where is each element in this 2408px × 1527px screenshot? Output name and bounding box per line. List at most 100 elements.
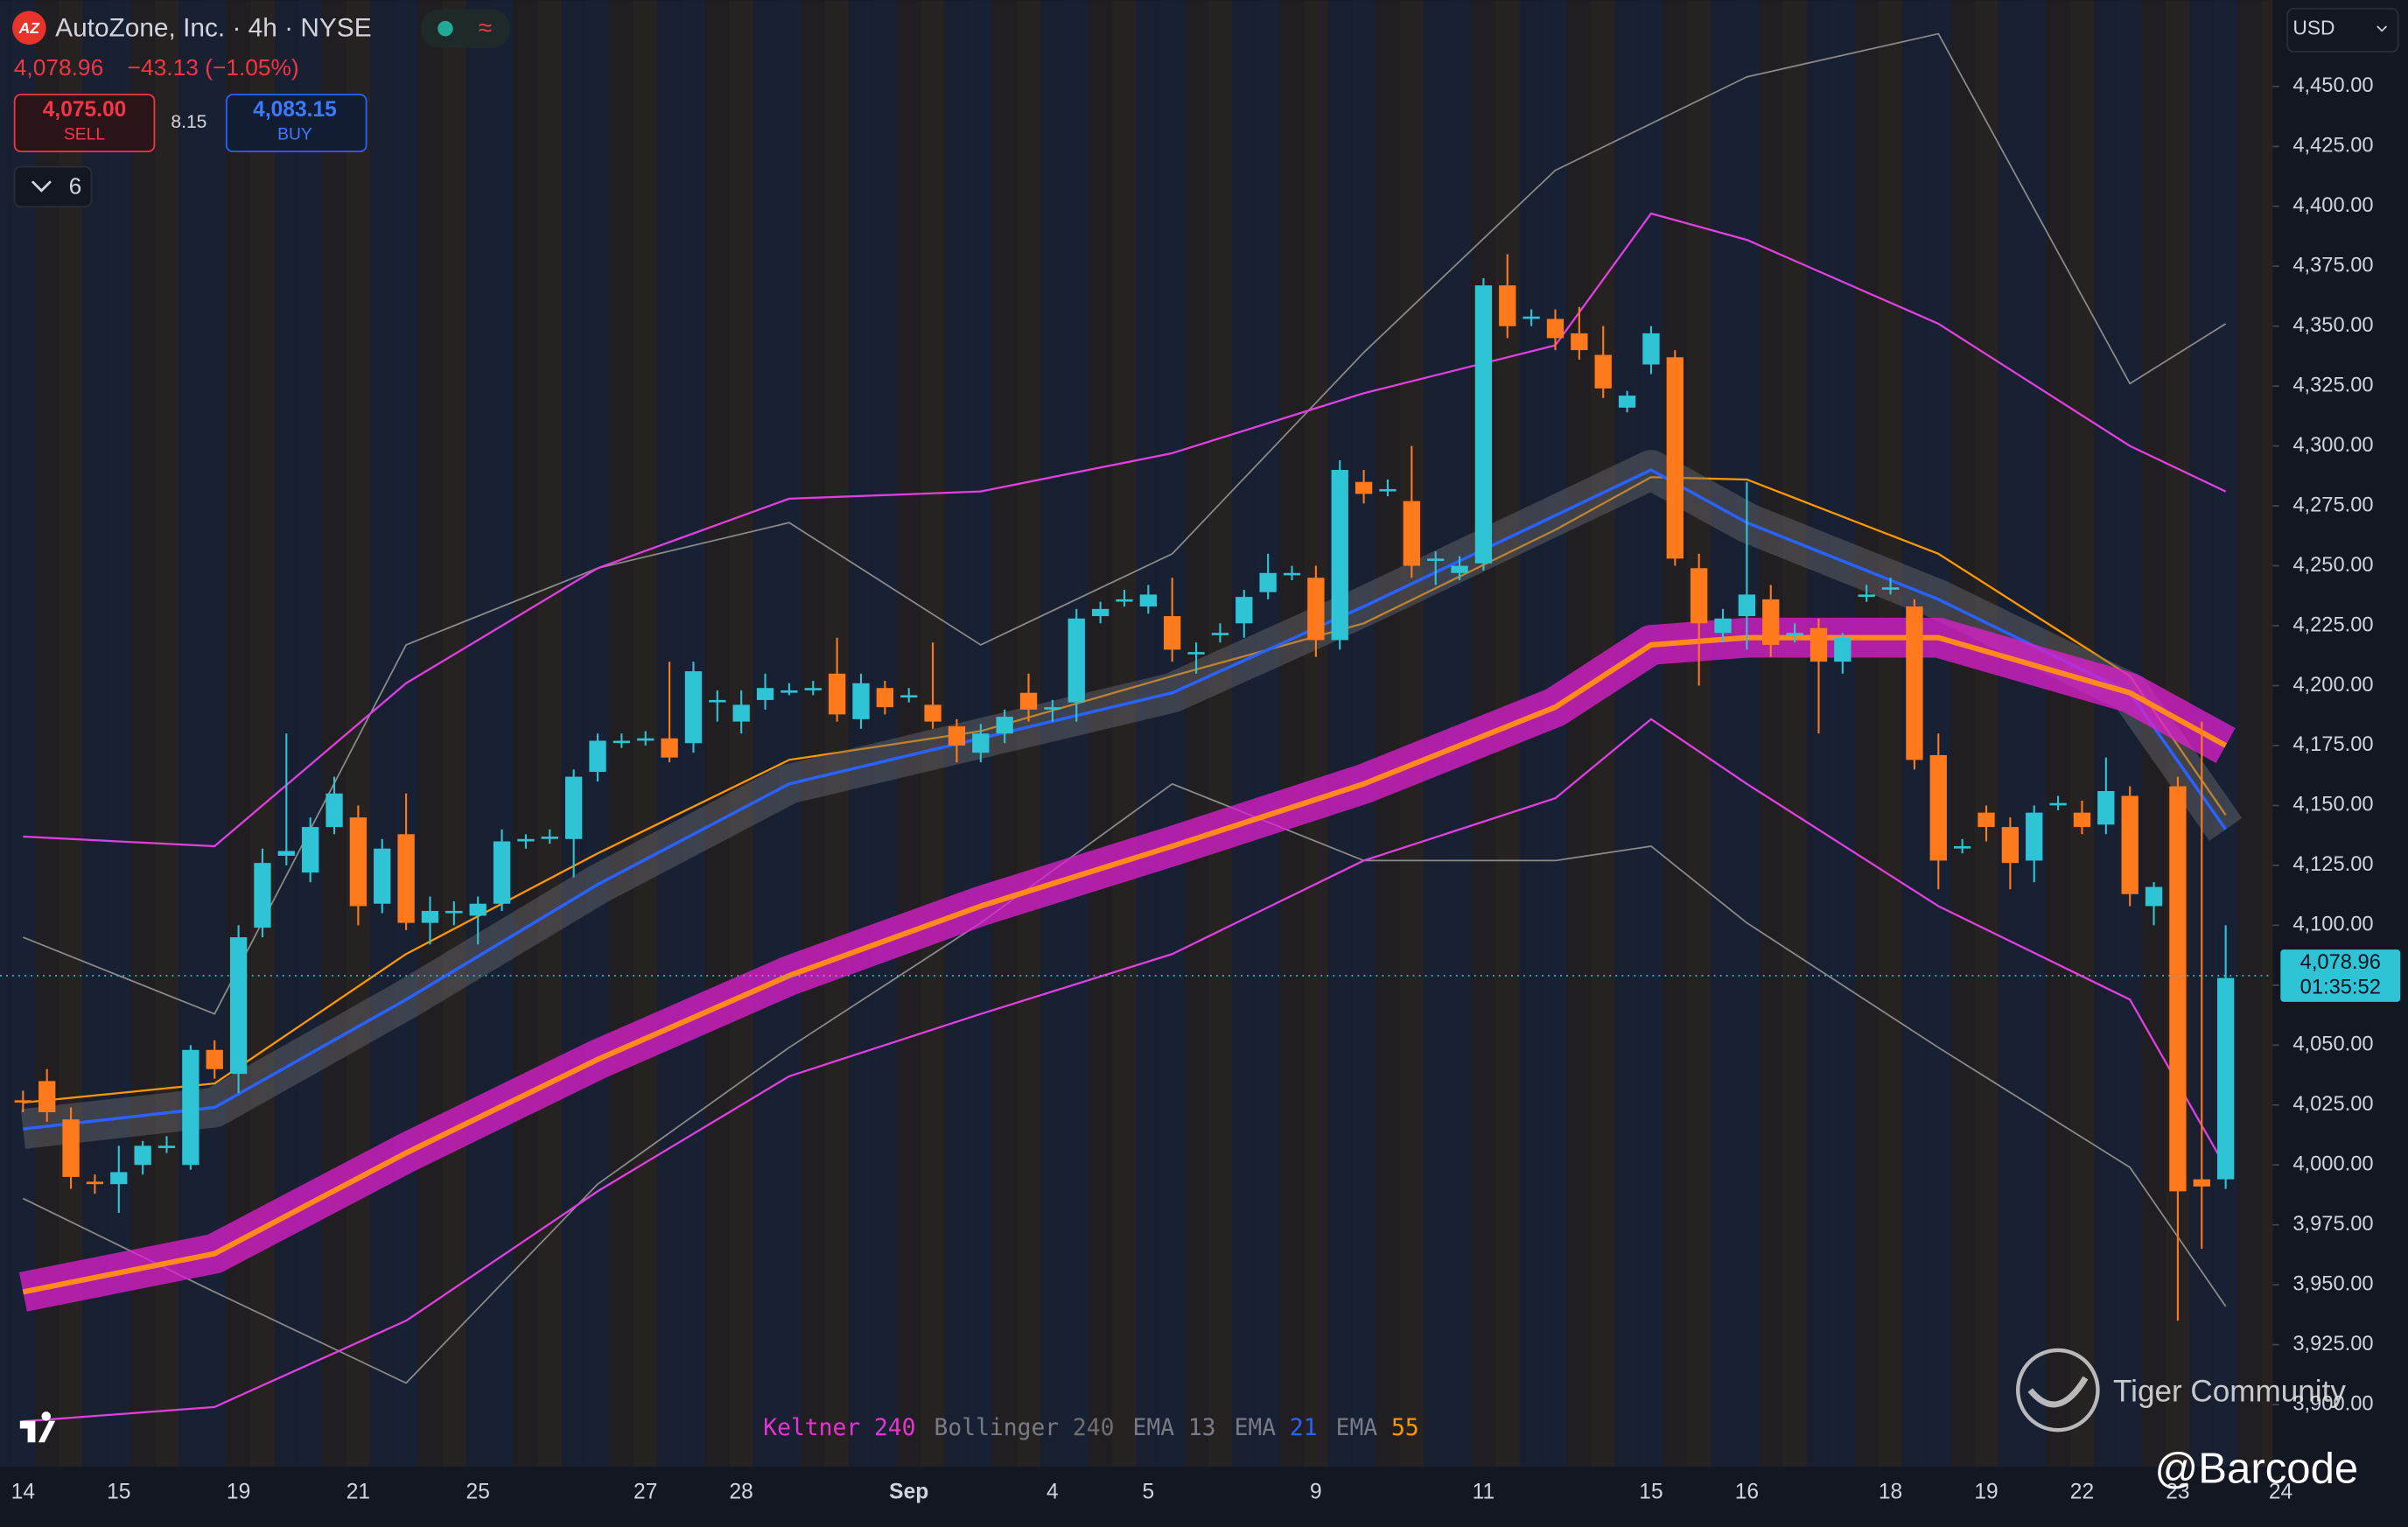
chevron: [31, 180, 52, 193]
legend-name: Bollinger: [934, 1415, 1060, 1441]
candle-body: [1068, 618, 1085, 703]
candle-body: [852, 683, 870, 719]
stripe: [1160, 0, 1185, 1467]
y-tick-label: 4,275.00: [2292, 494, 2373, 516]
stripe: [1759, 0, 1783, 1467]
x-tick-label: 18: [1879, 1481, 1902, 1504]
stripe: [1279, 0, 1305, 1467]
stripe: [561, 0, 586, 1467]
candle-body: [1187, 652, 1205, 655]
x-tick-label: 9: [1310, 1481, 1322, 1504]
candle-body: [134, 1145, 151, 1166]
candle-body: [1331, 470, 1348, 641]
x-tick-label: 5: [1143, 1481, 1155, 1504]
stripe: [1232, 0, 1256, 1467]
candle-body: [493, 841, 511, 904]
candle-body: [1738, 594, 1756, 617]
time-axis: 14 15 19 21 25 27 28 Sep 4 5 9 11 15 16 18 19 22 23 24: [11, 1481, 2293, 1504]
stripe: [417, 0, 443, 1467]
candle-body: [38, 1081, 56, 1112]
currency: USD: [2292, 17, 2334, 39]
y-tick-label: 4,125.00: [2292, 853, 2373, 876]
tiger-logo: [2016, 1348, 2100, 1432]
stripe: [370, 0, 395, 1467]
candle-body: [1810, 627, 1828, 662]
legend-param: 240: [874, 1415, 916, 1441]
candle-body: [62, 1119, 80, 1177]
stripe: [1950, 0, 1975, 1467]
session-shading: [0, 0, 2286, 1467]
candle-body: [2121, 795, 2138, 894]
stripe: [872, 0, 898, 1467]
stripe: [537, 0, 562, 1467]
delay-icon: ≈: [479, 14, 492, 41]
legend: Keltner 240 Bollinger 240 EMA 13 EMA 21 EMA 55: [763, 1415, 1418, 1441]
buy-button[interactable]: [226, 94, 368, 152]
legend-name: EMA: [1235, 1415, 1277, 1441]
currency-select[interactable]: [2286, 7, 2399, 53]
candle-body: [1259, 572, 1277, 592]
stripe: [514, 0, 538, 1467]
candle-body: [1283, 572, 1301, 576]
candle-body: [1762, 599, 1780, 645]
candle-body: [158, 1145, 176, 1148]
logo-text: AZ: [18, 19, 41, 37]
x-tick-label: 16: [1735, 1481, 1759, 1504]
candle-body: [1211, 633, 1229, 635]
stripe: [1184, 0, 1208, 1467]
indicator-line: [23, 32, 2227, 1015]
stripe: [2069, 0, 2095, 1467]
sell-button[interactable]: [13, 94, 156, 152]
candle-body: [302, 827, 319, 873]
stripe: [729, 0, 753, 1467]
stripe: [202, 0, 227, 1467]
stripe: [107, 0, 131, 1467]
stripe: [2022, 0, 2047, 1467]
spread: 8.15: [171, 112, 206, 132]
candle-body: [254, 863, 271, 928]
sell-price: 4,075.00: [43, 98, 127, 122]
indicators-toggle[interactable]: [13, 165, 93, 208]
y-tick-label: 4,375.00: [2292, 254, 2373, 277]
stripe: [1304, 0, 1328, 1467]
candle-body: [1978, 812, 1995, 828]
candle-body: [1451, 565, 1468, 573]
stripe: [1686, 0, 1712, 1467]
x-tick-label: 24: [2269, 1481, 2292, 1504]
stripe: [1208, 0, 1233, 1467]
y-tick-label: 4,225.00: [2292, 613, 2373, 636]
y-tick-label: 3,925.00: [2292, 1333, 2373, 1355]
stripe: [1782, 0, 1807, 1467]
candle-body: [1164, 616, 1181, 650]
candle-body: [1427, 558, 1445, 561]
candle-body: [2145, 886, 2163, 907]
candle-body: [2073, 812, 2091, 828]
candle-body: [1690, 568, 1708, 624]
candle-body: [2026, 812, 2043, 861]
stripe: [466, 0, 490, 1467]
legend-param: 55: [1391, 1415, 1419, 1441]
x-tick-label: 4: [1046, 1481, 1059, 1504]
watermark-community: Tiger Community: [2113, 1374, 2346, 1408]
currency-chevron: [2376, 25, 2388, 32]
candles: [0, 254, 2273, 1321]
stripe: [752, 0, 778, 1467]
stripe: [1878, 0, 1903, 1467]
candle-body: [1881, 587, 1900, 590]
candle-body: [780, 690, 798, 693]
y-tick-label: 3,975.00: [2292, 1213, 2373, 1236]
sell-label: SELL: [64, 126, 105, 144]
watermark-handle: @Barcode: [2154, 1446, 2358, 1493]
candle-body: [1929, 754, 1947, 861]
stripe: [801, 0, 825, 1467]
price-axis: 3,900.00 3,925.00 3,950.00 3,975.00 4,000.00…: [2272, 0, 2408, 1467]
candle-body: [182, 1049, 200, 1166]
stripe: [1591, 0, 1615, 1467]
stripe: [1711, 0, 1735, 1467]
x-tick-label: 11: [1473, 1481, 1495, 1504]
legend-param: 240: [1073, 1415, 1115, 1441]
stripe: [1376, 0, 1400, 1467]
candle-body: [541, 837, 558, 839]
candle-body: [1116, 599, 1133, 602]
tiger-mark: [2027, 1376, 2089, 1408]
